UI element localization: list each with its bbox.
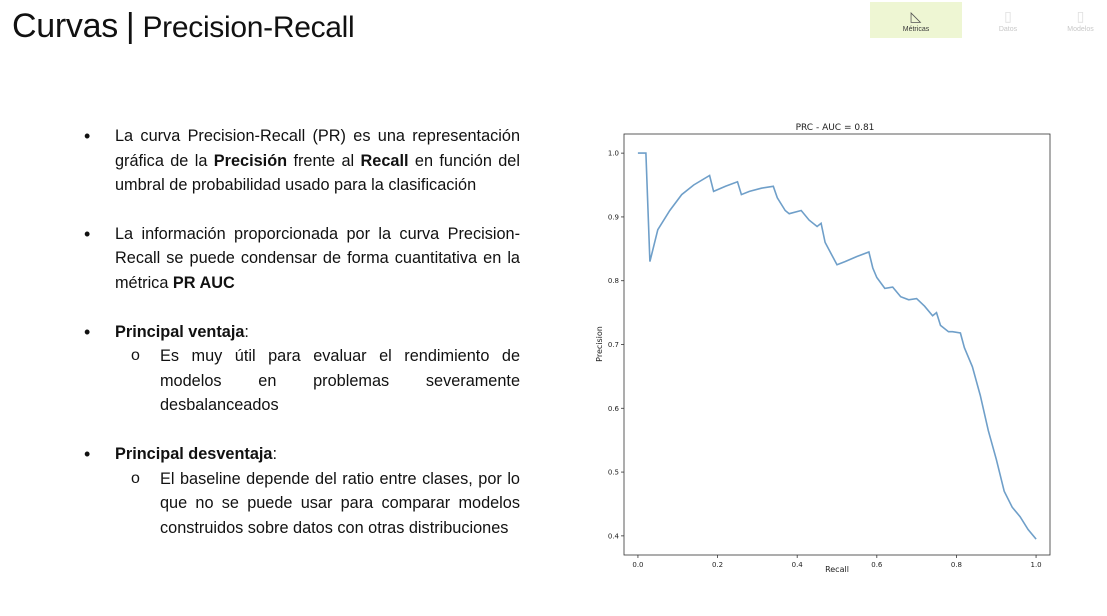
bullet-auc: La información proporcionada por la curv… <box>84 222 520 296</box>
section-nav: ◺ Métricas ▯ Datos ▯ Modelos <box>870 2 1107 40</box>
x-axis: 0.0 0.2 0.4 0.6 0.8 1.0 <box>632 555 1042 569</box>
x-tick-label: 0.0 <box>632 561 643 569</box>
bullet-text: La curva Precision-Recall (PR) es una re… <box>115 127 520 195</box>
title-separator: | <box>125 7 135 45</box>
pr-curve-chart: PRC - AUC = 0.81 0.0 0.2 0.4 0.6 0.8 1.0 0.40… <box>595 123 1051 574</box>
y-tick-label: 1.0 <box>608 150 619 158</box>
y-axis: 0.4 0.5 0.6 0.7 0.8 0.9 1.0 <box>608 150 624 540</box>
x-axis-label: Recall <box>825 565 849 574</box>
tab-modelos-label: Modelos <box>1067 25 1094 33</box>
bullet-heading: Principal ventaja: <box>115 322 249 341</box>
y-tick-label: 0.5 <box>608 469 619 477</box>
tab-datos[interactable]: ▯ Datos <box>962 2 1054 38</box>
sub-bullet: Es muy útil para evaluar el rendimiento … <box>115 344 520 418</box>
tab-metricas[interactable]: ◺ Métricas <box>870 2 962 38</box>
y-tick-label: 0.8 <box>608 277 619 285</box>
bullet-heading: Principal desventaja: <box>115 444 277 463</box>
ruler-triangle-icon: ◺ <box>910 7 922 24</box>
bullet-definition: La curva Precision-Recall (PR) es una re… <box>84 124 520 198</box>
bullet-advantage: Principal ventaja: Es muy útil para eval… <box>84 320 520 418</box>
x-tick-label: 0.2 <box>712 561 723 569</box>
bullet-disadvantage: Principal desventaja: El baseline depend… <box>84 442 520 540</box>
x-tick-label: 0.6 <box>871 561 883 569</box>
title-main: Curvas <box>12 7 118 45</box>
pr-curve-line <box>637 152 1037 540</box>
bullet-text: La información proporcionada por la curv… <box>115 224 520 292</box>
x-tick-label: 0.8 <box>951 561 962 569</box>
y-axis-label: Precision <box>595 326 604 362</box>
page-title: Curvas | Precision-Recall <box>12 4 355 50</box>
x-tick-label: 1.0 <box>1030 561 1041 569</box>
y-tick-label: 0.4 <box>608 532 620 540</box>
chart-title: PRC - AUC = 0.81 <box>796 123 875 133</box>
bullet-list: La curva Precision-Recall (PR) es una re… <box>84 124 520 564</box>
y-tick-label: 0.6 <box>608 405 620 413</box>
sub-bullet: El baseline depende del ratio entre clas… <box>115 467 520 541</box>
plot-frame <box>623 133 1051 556</box>
document-icon: ▯ <box>1004 7 1012 24</box>
document-icon: ▯ <box>1076 7 1085 24</box>
tab-metricas-label: Métricas <box>902 25 930 33</box>
y-tick-label: 0.7 <box>608 341 619 349</box>
tab-modelos[interactable]: ▯ Modelos <box>1054 2 1107 38</box>
tab-datos-label: Datos <box>998 25 1018 33</box>
x-tick-label: 0.4 <box>792 561 804 569</box>
title-sub: Precision-Recall <box>142 11 355 44</box>
y-tick-label: 0.9 <box>608 213 619 221</box>
